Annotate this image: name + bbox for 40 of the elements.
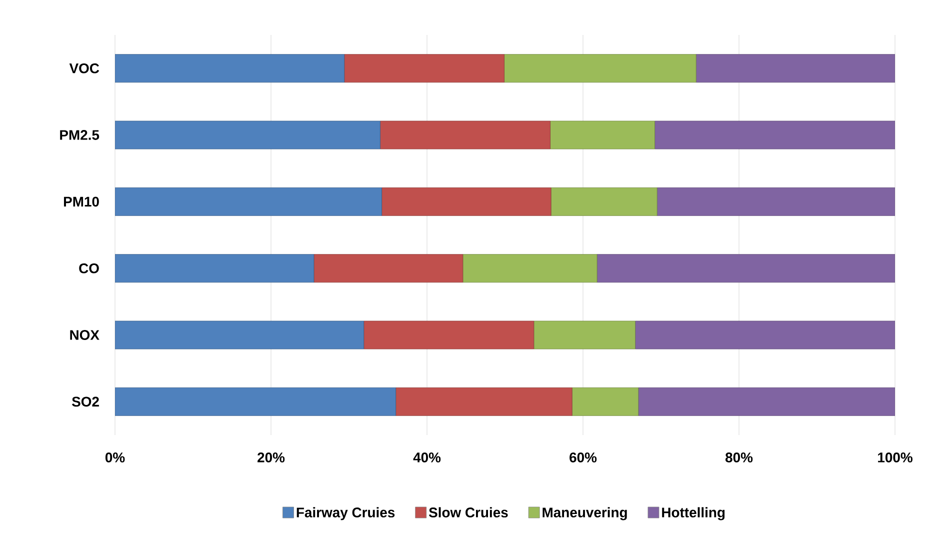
bar <box>635 320 896 350</box>
bar <box>572 387 639 416</box>
bar <box>380 120 550 150</box>
bar <box>115 320 364 350</box>
x-tick-label: 20% <box>258 452 285 462</box>
bar <box>550 120 655 150</box>
bar <box>696 54 896 83</box>
bar <box>534 320 636 350</box>
bar <box>504 54 696 83</box>
legend-label: Hottelling <box>662 507 725 520</box>
bar <box>314 254 464 283</box>
y-tick-label: VOC <box>69 63 100 74</box>
y-tick-label: NOX <box>70 330 100 340</box>
bar <box>115 187 382 216</box>
bar <box>638 387 896 416</box>
y-tick-label: PM10 <box>64 196 99 207</box>
x-tick-label: 80% <box>725 452 753 462</box>
bar <box>115 120 380 150</box>
legend-label: Slow Cruies <box>428 507 508 518</box>
bar <box>396 387 572 416</box>
bar <box>596 254 896 283</box>
bar <box>550 187 658 216</box>
y-tick-label: PM2.5 <box>60 130 100 140</box>
legend-label: Maneuvering <box>542 507 627 520</box>
bar <box>656 187 896 216</box>
bar <box>382 187 552 216</box>
x-tick-label: 60% <box>570 452 597 462</box>
bar <box>115 387 396 416</box>
bar <box>654 120 896 150</box>
y-tick-label: SO2 <box>72 396 99 407</box>
legend-label: Fairway Cruies <box>296 507 395 520</box>
bar <box>462 254 598 283</box>
x-tick-label: 100% <box>878 452 912 462</box>
bar <box>344 54 504 83</box>
bar <box>115 54 345 83</box>
bar <box>364 320 534 350</box>
y-tick-label: CO <box>79 263 99 274</box>
x-tick-label: 40% <box>413 452 441 462</box>
x-tick-label: 0% <box>105 452 125 462</box>
bar <box>115 254 314 283</box>
